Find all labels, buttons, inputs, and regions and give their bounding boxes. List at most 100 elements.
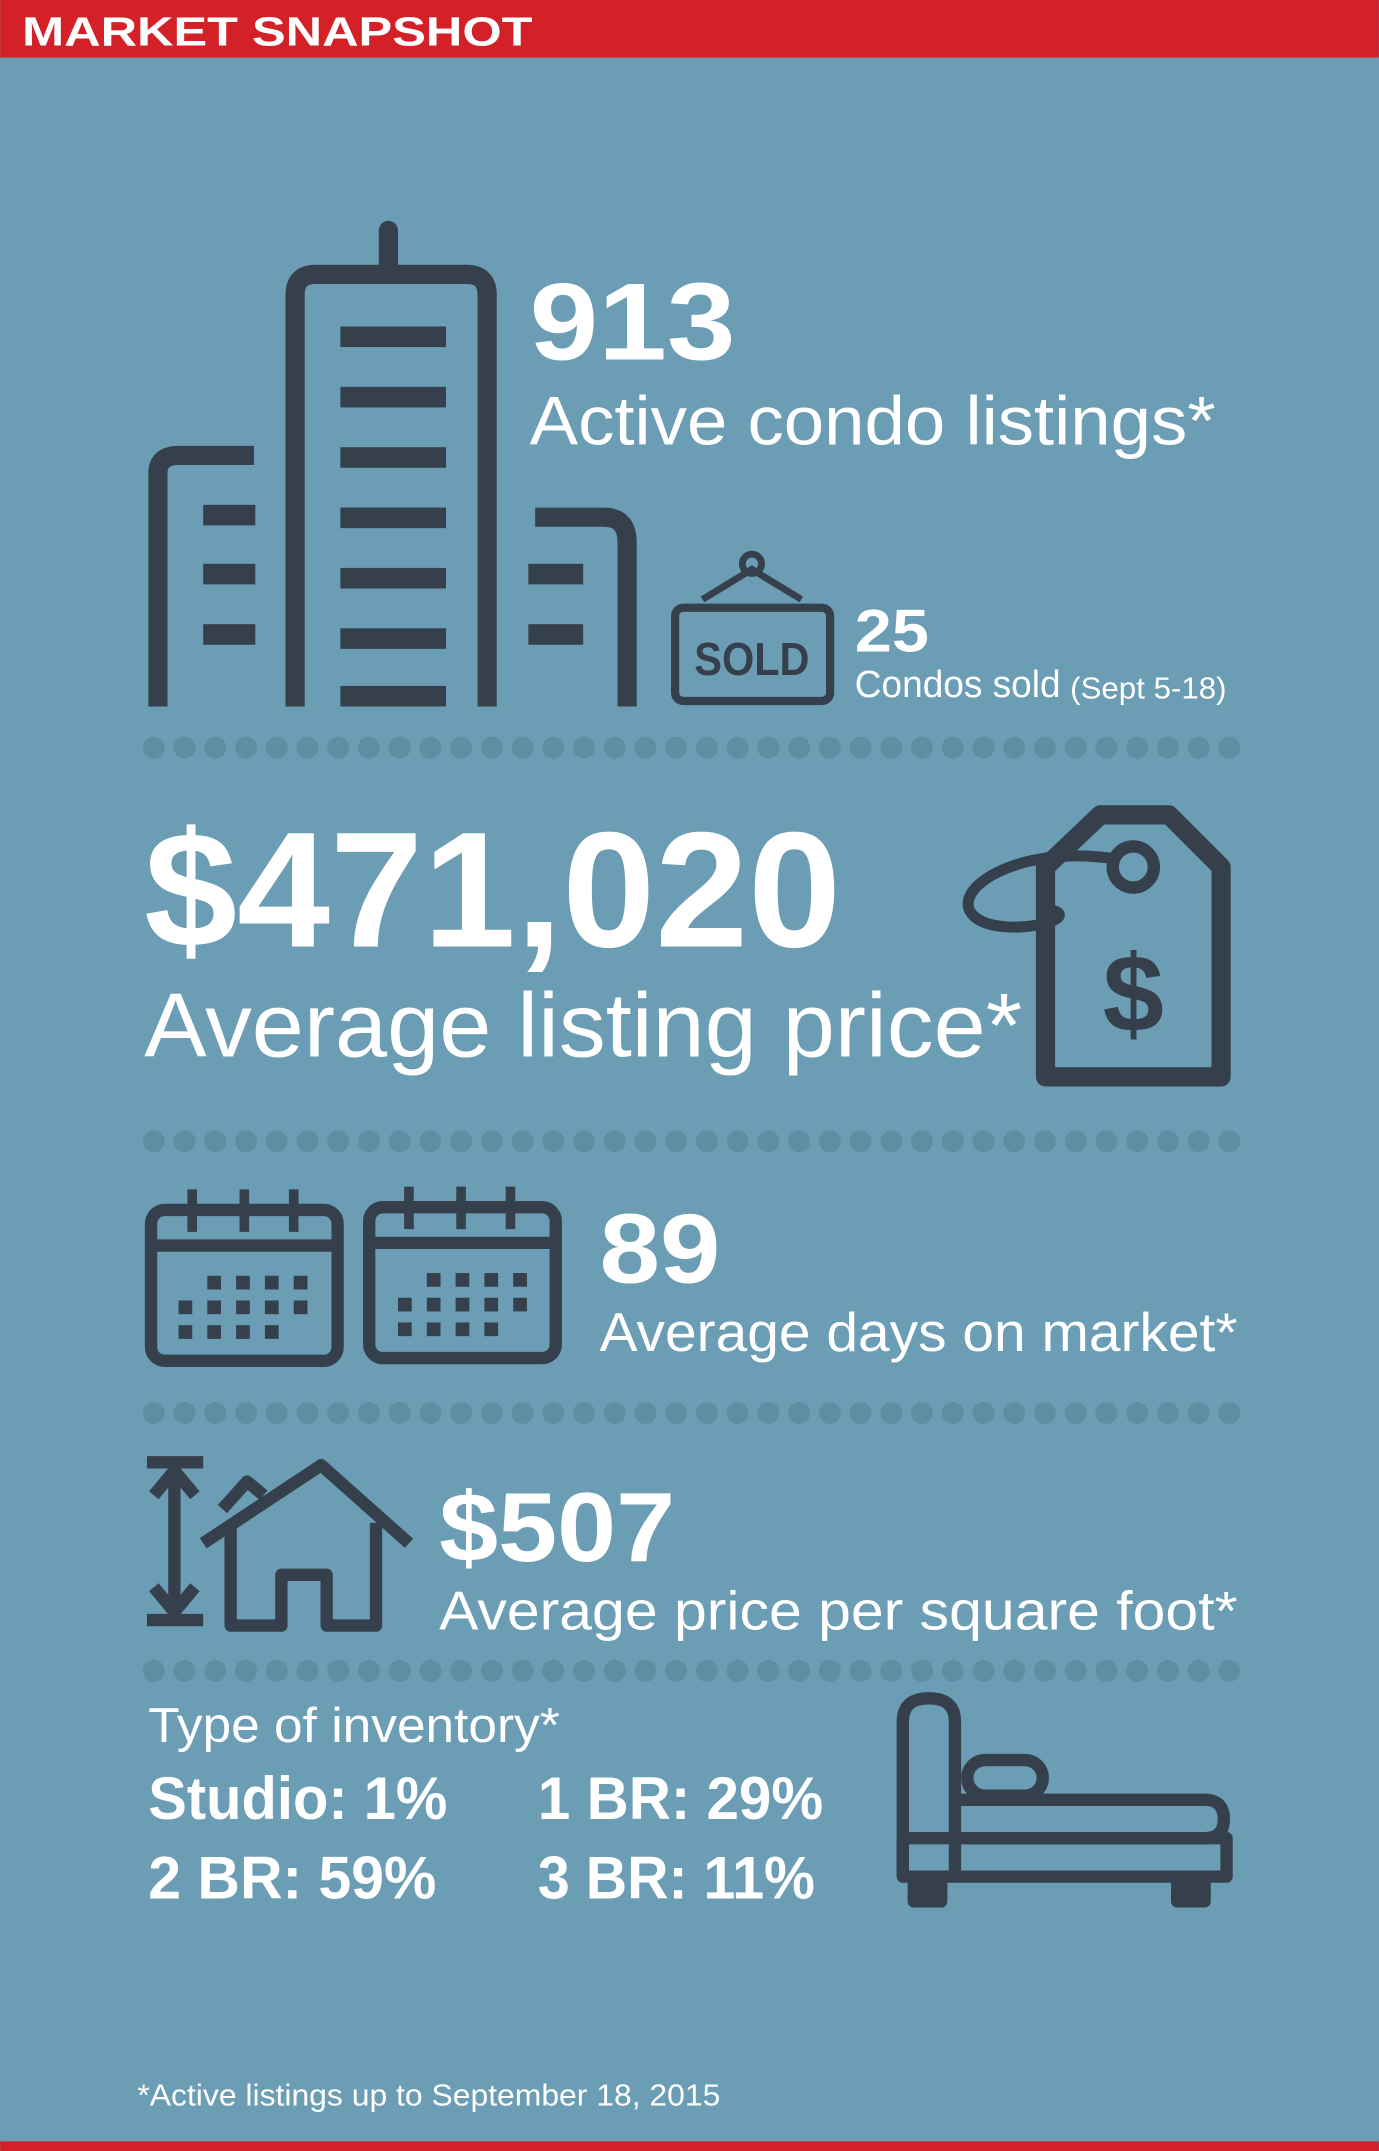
footer-bar xyxy=(0,2141,1379,2151)
calendar-day xyxy=(426,1297,441,1312)
calendar-day xyxy=(293,1275,308,1290)
separator-dot xyxy=(1218,1130,1241,1153)
separator-dot xyxy=(972,736,995,759)
separator-dot xyxy=(818,1130,841,1153)
separator-dot xyxy=(388,1401,411,1424)
separator-dot xyxy=(357,1130,380,1153)
bed-icon xyxy=(896,1692,1233,1908)
calendar-day xyxy=(207,1300,222,1315)
separator-dot xyxy=(1187,1130,1210,1153)
separator-dot xyxy=(603,1401,626,1424)
separator-dot xyxy=(1095,1659,1118,1682)
calendar-day xyxy=(455,1297,470,1312)
sqft-value: $507 xyxy=(439,1472,675,1582)
separator-dot xyxy=(296,1659,319,1682)
calendar-day xyxy=(455,1273,470,1287)
separator-dot xyxy=(695,1659,718,1682)
separator-dot xyxy=(419,1659,442,1682)
calendar-day xyxy=(513,1273,527,1287)
separator-dot xyxy=(911,1130,933,1153)
separator-dot xyxy=(173,1659,196,1682)
separator-dot xyxy=(1156,1130,1179,1153)
calendar-icons xyxy=(144,1186,562,1368)
separator-dot xyxy=(265,736,288,759)
calendar-day xyxy=(426,1322,441,1337)
separator-dot xyxy=(1095,1130,1118,1153)
separator-dot xyxy=(235,1659,257,1682)
calendar-day xyxy=(397,1297,412,1312)
separator-dot xyxy=(695,1130,718,1153)
right-building xyxy=(535,507,637,707)
separator-dot xyxy=(327,1130,350,1153)
separator-dot xyxy=(818,736,841,759)
sold-label: Condos sold xyxy=(855,663,1061,706)
separator-dot xyxy=(1064,1401,1087,1424)
separator-dot xyxy=(357,1401,380,1424)
dotted-separators xyxy=(142,736,1241,1682)
price-label: Average listing price* xyxy=(144,975,1022,1076)
separator-dot xyxy=(849,1659,872,1682)
separator-dot xyxy=(665,736,688,759)
separator-dot xyxy=(511,1401,534,1424)
separator-dot xyxy=(1187,1401,1210,1424)
separator-dot xyxy=(603,1130,626,1153)
separator-dot xyxy=(388,1659,411,1682)
separator-dot xyxy=(173,1401,196,1424)
separator-dot xyxy=(235,1401,257,1424)
separator-dot xyxy=(480,1401,503,1424)
inventory-title: Type of inventory* xyxy=(148,1698,560,1753)
separator-dot xyxy=(327,1401,350,1424)
separator-dot xyxy=(388,1130,411,1153)
separator-dot xyxy=(450,736,473,759)
separator-dot xyxy=(480,1659,503,1682)
header-title: MARKET SNAPSHOT xyxy=(22,8,532,54)
separator-dot xyxy=(757,1659,780,1682)
separator-dot xyxy=(788,1130,811,1153)
separator-dot xyxy=(1064,1130,1087,1153)
separator-dot xyxy=(542,1659,565,1682)
separator-dot xyxy=(880,736,903,759)
separator-dot xyxy=(265,1659,288,1682)
separator-dot xyxy=(603,1659,626,1682)
separator-dot xyxy=(542,736,565,759)
calendar-day xyxy=(264,1325,279,1339)
sold-sign-text: SOLD xyxy=(694,633,809,685)
separator-dot xyxy=(695,736,718,759)
separator-dot xyxy=(173,1130,196,1153)
calendar-day xyxy=(455,1322,470,1337)
separator-dot xyxy=(757,736,780,759)
price-tag-symbol: $ xyxy=(1103,934,1164,1056)
price-value: $471,020 xyxy=(144,798,841,982)
calendar-day xyxy=(484,1273,499,1287)
separator-dot xyxy=(1126,1130,1149,1153)
separator-dot xyxy=(357,736,380,759)
separator-dot xyxy=(450,1659,473,1682)
separator-dot xyxy=(818,1659,841,1682)
calendar-day xyxy=(484,1297,499,1312)
separator-dot xyxy=(542,1401,565,1424)
separator-dot xyxy=(1218,1659,1241,1682)
separator-dot xyxy=(849,736,872,759)
separator-dot xyxy=(296,1401,319,1424)
separator-dot xyxy=(665,1659,688,1682)
separator-dot xyxy=(1033,1401,1056,1424)
separator-dot xyxy=(880,1401,903,1424)
separator-dot xyxy=(480,736,503,759)
separator-dot xyxy=(511,736,534,759)
sold-note: (Sept 5-18) xyxy=(1070,672,1226,705)
separator-dot xyxy=(419,736,442,759)
separator-dot xyxy=(235,736,257,759)
separator-dot xyxy=(327,1659,350,1682)
separator-dot xyxy=(573,1401,595,1424)
listings-value: 913 xyxy=(530,261,736,383)
calendar-day xyxy=(484,1322,499,1337)
separator-dot xyxy=(450,1401,473,1424)
left-building xyxy=(148,445,254,707)
separator-dot xyxy=(142,736,165,759)
days-value: 89 xyxy=(600,1194,721,1304)
separator-dot xyxy=(880,1130,903,1153)
separator-dot xyxy=(204,736,227,759)
separator-dot xyxy=(357,1659,380,1682)
separator-dot xyxy=(204,1401,227,1424)
separator-dot xyxy=(1033,1130,1056,1153)
